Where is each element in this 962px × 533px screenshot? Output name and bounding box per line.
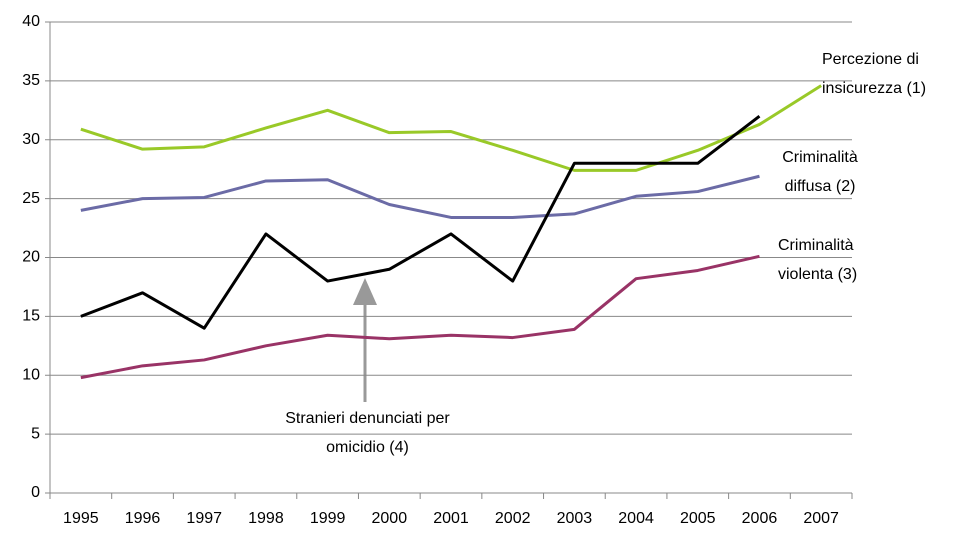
x-tick-label: 2004 [618, 510, 654, 527]
series-label: Stranieri denunciati per omicidio (4) [285, 410, 450, 456]
series-label: Criminalità violenta (3) [778, 237, 858, 283]
x-tick-label: 2005 [680, 510, 716, 527]
x-tick-label: 2007 [803, 510, 839, 527]
x-tick-label: 1995 [63, 510, 99, 527]
series-line [80, 254, 760, 380]
x-tick-label: 2001 [433, 510, 469, 527]
x-tick-label: 2003 [557, 510, 593, 527]
x-tick-label: 2006 [742, 510, 778, 527]
y-tick-label: 0 [31, 484, 40, 501]
y-tick-label: 40 [22, 13, 40, 30]
x-tick-label: 2000 [372, 510, 408, 527]
y-tick-label: 20 [22, 249, 40, 266]
y-tick-label: 35 [22, 72, 40, 89]
y-tick-label: 10 [22, 366, 40, 383]
y-tick-label: 5 [31, 425, 40, 442]
series-line [80, 115, 761, 330]
x-tick-label: 1998 [248, 510, 284, 527]
y-tick-label: 30 [22, 131, 40, 148]
series-label: Percezione di insicurezza (1) [822, 51, 927, 97]
x-tick-label: 1999 [310, 510, 346, 527]
x-tick-label: 1996 [125, 510, 161, 527]
series-line [80, 84, 822, 172]
x-tick-label: 2002 [495, 510, 531, 527]
series-line [80, 174, 760, 219]
y-tick-label: 15 [22, 308, 40, 325]
series-label: Criminalità diffusa (2) [782, 149, 858, 195]
y-tick-label: 25 [22, 190, 40, 207]
x-tick-label: 1997 [186, 510, 222, 527]
